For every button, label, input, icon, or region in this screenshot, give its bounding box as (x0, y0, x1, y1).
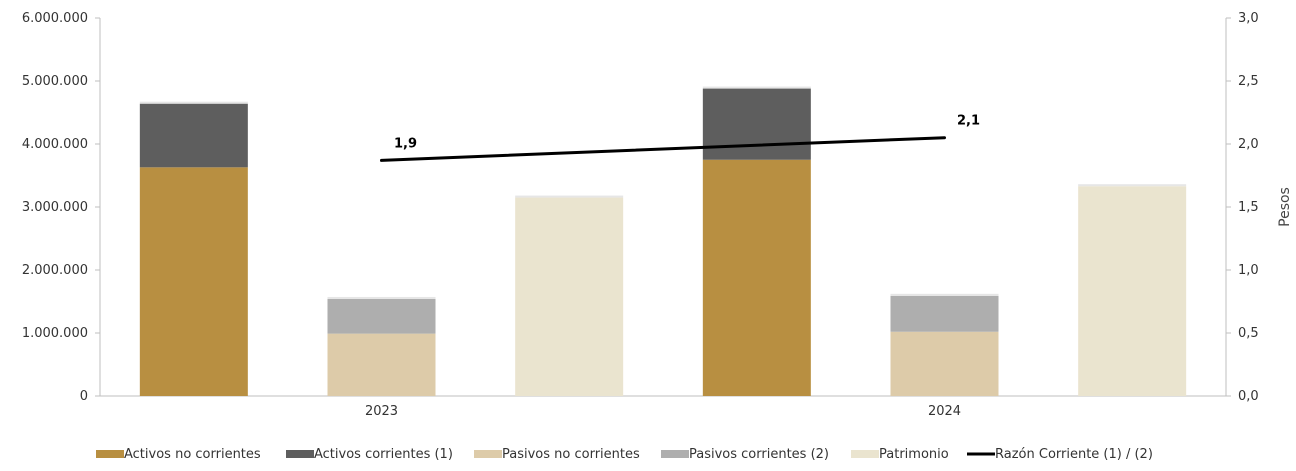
right-axis-tick-label: 0,0 (1238, 389, 1259, 404)
bars-layer (139, 86, 1187, 396)
bar-pasivos-no-corrientes-2023 (327, 333, 436, 396)
legend-label: Activos corrientes (1) (314, 447, 453, 462)
right-axis-tick-label: 1,5 (1238, 200, 1259, 215)
right-axis-tick-label: 1,0 (1238, 263, 1259, 278)
legend-swatch (661, 450, 689, 458)
bar-pasivos-corrientes-2-2023 (327, 298, 436, 334)
right-axis-tick-label: 0,5 (1238, 326, 1259, 341)
bar-top-edge (515, 195, 624, 198)
bar-top-edge (702, 86, 811, 89)
axes-layer: 0 1.000.000 2.000.000 3.000.000 4.000.000 5.0… (22, 11, 1293, 419)
bar-top-edge (327, 296, 436, 299)
bar-top-edge (890, 293, 999, 296)
left-axis-tick-label: 5.000.000 (22, 74, 88, 89)
right-axis-title: Pesos (1277, 187, 1293, 227)
left-axis-tick-label: 1.000.000 (22, 326, 88, 341)
ratio-line (380, 136, 946, 162)
left-axis-tick-label: 3.000.000 (22, 200, 88, 215)
bar-top-edge (1078, 184, 1187, 187)
left-axis-tick-label: 6.000.000 (22, 11, 88, 26)
legend-label: Pasivos corrientes (2) (689, 447, 829, 462)
ratio-line-layer: 1,9 2,1 (380, 114, 980, 162)
bar-patrimonio-2024 (1078, 186, 1187, 396)
legend-swatch (96, 450, 124, 458)
bar-activos-corrientes-1-2024 (702, 88, 811, 160)
bar-activos-no-corrientes-2024 (702, 159, 811, 396)
x-axis-category-label: 2024 (928, 404, 961, 419)
legend-label: Razón Corriente (1) / (2) (995, 447, 1153, 462)
legend: Activos no corrientes Activos corrientes … (96, 447, 1153, 462)
legend-label: Pasivos no corrientes (502, 447, 640, 462)
right-axis-tick-label: 3,0 (1238, 11, 1259, 26)
bar-pasivos-corrientes-2-2024 (890, 295, 999, 332)
bar-pasivos-no-corrientes-2024 (890, 331, 999, 396)
legend-swatch (286, 450, 314, 458)
legend-swatch (474, 450, 502, 458)
legend-swatch (851, 450, 879, 458)
right-axis-tick-label: 2,0 (1238, 137, 1259, 152)
left-axis-tick-label: 4.000.000 (22, 137, 88, 152)
bar-patrimonio-2023 (515, 197, 624, 396)
bar-activos-no-corrientes-2023 (139, 167, 248, 396)
left-axis-tick-label: 0 (80, 389, 88, 404)
bar-activos-corrientes-1-2023 (139, 103, 248, 168)
ratio-data-label: 2,1 (957, 114, 980, 129)
left-axis-tick-label: 2.000.000 (22, 263, 88, 278)
ratio-data-label: 1,9 (394, 136, 417, 151)
bar-top-edge (139, 101, 248, 104)
right-axis-tick-label: 2,5 (1238, 74, 1259, 89)
x-axis-category-label: 2023 (365, 404, 398, 419)
legend-label: Patrimonio (879, 447, 949, 462)
legend-label: Activos no corrientes (124, 447, 261, 462)
